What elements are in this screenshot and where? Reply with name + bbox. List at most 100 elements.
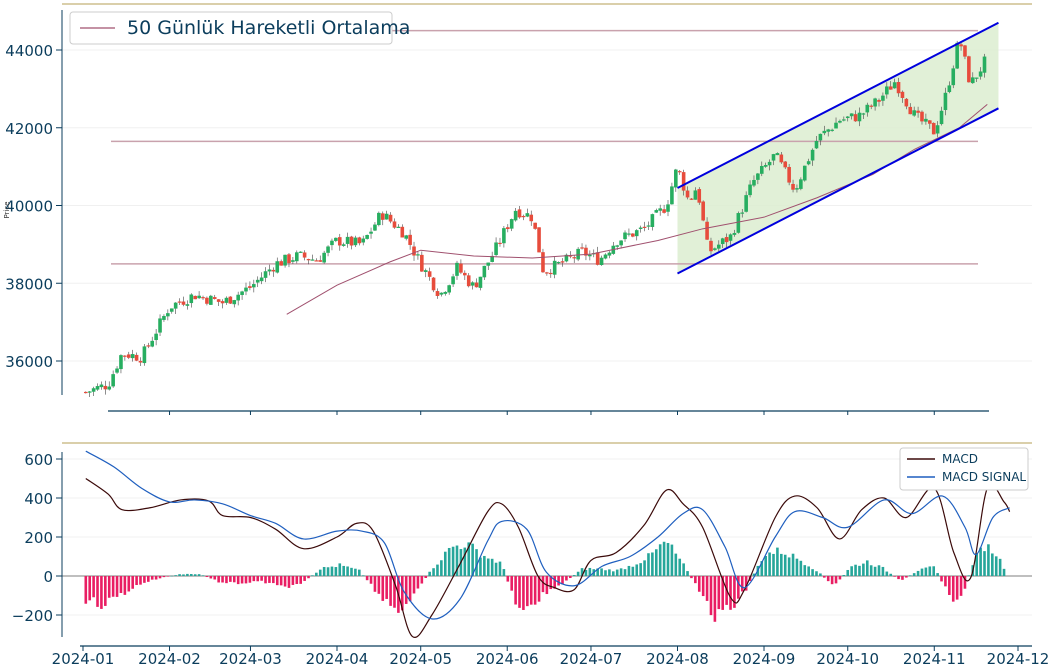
macd-histogram-bar	[393, 576, 396, 608]
macd-histogram-bar	[658, 544, 662, 576]
macd-y-tick-label: 600	[24, 451, 53, 469]
macd-histogram-bar	[174, 575, 177, 576]
candle-down	[318, 260, 323, 262]
macd-histogram-bar	[244, 576, 248, 584]
macd-histogram-bar	[275, 576, 279, 586]
macd-histogram-bar	[854, 564, 857, 576]
candle-up	[849, 113, 854, 117]
macd-histogram-bar	[88, 576, 91, 601]
macd-histogram-bar	[494, 562, 498, 576]
candle-up	[470, 282, 475, 286]
candle-up	[826, 129, 831, 132]
macd-histogram-bar	[666, 543, 670, 576]
macd-histogram-bar	[647, 553, 650, 576]
candle-up	[744, 195, 748, 212]
macd-histogram-bar	[744, 576, 748, 591]
candle-down	[134, 354, 139, 361]
macd-histogram-bar	[404, 576, 408, 604]
macd-histogram-bar	[260, 576, 263, 581]
channel-lower-line	[677, 107, 999, 275]
macd-histogram-bar	[643, 560, 646, 576]
candle-down	[705, 221, 709, 240]
macd-histogram-bar	[201, 575, 205, 576]
macd-histogram-bar	[561, 576, 564, 585]
macd-histogram-bar	[596, 568, 599, 576]
candle-down	[877, 99, 881, 102]
price-grid	[62, 49, 1032, 362]
macd-histogram-bar	[975, 553, 978, 576]
macd-histogram-bar	[1002, 568, 1006, 576]
macd-histogram-bar	[346, 566, 349, 576]
macd-histogram-bar	[760, 561, 764, 576]
candle-down	[306, 259, 311, 261]
candle-up	[974, 77, 979, 79]
candle-up	[447, 285, 451, 293]
candle-down	[548, 272, 553, 275]
candle-up	[556, 262, 561, 264]
candle-down	[177, 301, 182, 303]
macd-histogram-bar	[893, 576, 896, 577]
macd-histogram-bar	[799, 560, 803, 576]
macd-histogram-bar	[780, 553, 783, 576]
macd-x-tick-label: 2024-02	[138, 650, 201, 668]
macd-histogram-bar	[729, 576, 732, 610]
candle-up	[107, 386, 112, 390]
macd-histogram-bar	[819, 573, 822, 576]
macd-histogram-bar	[905, 576, 908, 578]
candle-up	[818, 133, 823, 141]
candle-up	[564, 254, 569, 262]
candle-up	[982, 56, 987, 73]
candle-down	[580, 247, 584, 249]
macd-histogram-bar	[772, 553, 775, 576]
macd-histogram-bar	[139, 576, 142, 585]
candle-up	[634, 230, 639, 237]
candle-down	[967, 56, 971, 83]
macd-histogram-bar	[147, 576, 150, 582]
macd-histogram-bar	[862, 563, 865, 576]
price-y-tick-label: 38000	[5, 275, 53, 293]
macd-histogram-bar	[690, 576, 693, 579]
macd-x-tick-label: 2024-07	[560, 650, 623, 668]
channel-upper-line	[677, 21, 999, 189]
macd-histogram-bar	[483, 555, 486, 576]
macd-histogram-bar	[291, 576, 295, 585]
macd-histogram-bar	[908, 575, 912, 576]
macd-histogram-bar	[881, 566, 885, 576]
macd-histogram-bar	[506, 576, 510, 582]
candle-up	[970, 77, 975, 84]
macd-histogram-bar	[166, 576, 170, 577]
candle-up	[822, 130, 827, 134]
candle-up	[810, 149, 815, 161]
macd-histogram-bar	[424, 576, 428, 579]
candle-down	[568, 255, 573, 257]
macd-histogram-bar	[131, 576, 134, 589]
candle-up	[615, 245, 620, 247]
candle-down	[517, 209, 522, 218]
candle-up	[912, 110, 916, 116]
macd-histogram-bar	[96, 576, 99, 607]
candle-down	[431, 277, 436, 291]
macd-histogram-bar	[104, 576, 107, 606]
macd-y-tick-label: 0	[43, 568, 53, 586]
candle-down	[435, 291, 440, 296]
candle-down	[584, 247, 588, 256]
macd-histogram-bar	[365, 576, 369, 581]
macd-x-tick-label: 2024-06	[476, 650, 539, 668]
candle-down	[271, 269, 276, 272]
macd-histogram-bar	[877, 565, 881, 576]
candle-up	[842, 119, 846, 121]
macd-histogram-bar	[549, 576, 553, 590]
candle-up	[799, 179, 803, 189]
candle-down	[287, 254, 291, 264]
candle-up	[259, 277, 264, 282]
candle-down	[908, 106, 913, 115]
candle-up	[341, 244, 346, 246]
macd-histogram-bar	[795, 558, 799, 576]
macd-histogram-bar	[315, 572, 318, 576]
candle-down	[123, 355, 127, 357]
macd-histogram-bar	[170, 575, 174, 577]
candle-down	[963, 45, 967, 57]
candle-up	[748, 184, 752, 196]
macd-histogram-bar	[850, 566, 853, 576]
macd-histogram-bar	[443, 551, 447, 576]
